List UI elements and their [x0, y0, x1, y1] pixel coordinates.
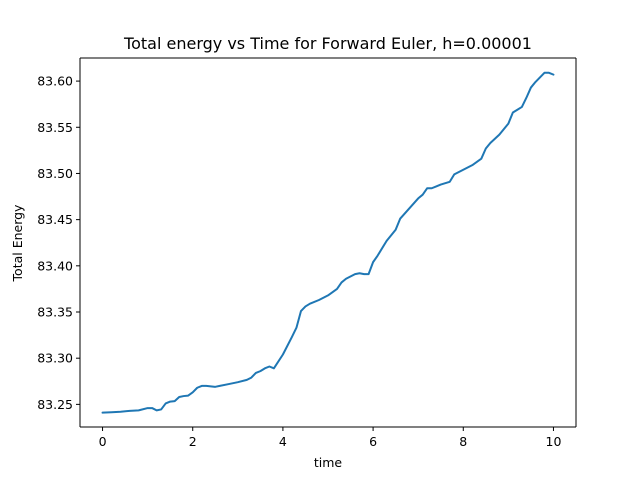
x-tick-label: 6 [369, 434, 377, 449]
y-tick-label: 83.40 [37, 258, 73, 273]
axes [79, 57, 577, 428]
x-tick-label: 4 [279, 434, 287, 449]
x-tick-label: 10 [546, 434, 562, 449]
x-axis-ticks: 0 2 4 6 8 10 [99, 427, 562, 449]
x-axis-label: time [314, 455, 343, 470]
chart-title: Total energy vs Time for Forward Euler, … [123, 34, 532, 53]
plot-area [80, 58, 576, 427]
y-tick-label: 83.50 [37, 166, 73, 181]
y-tick-label: 83.35 [37, 305, 73, 320]
y-tick-label: 83.30 [37, 351, 73, 366]
y-tick-label: 83.55 [37, 120, 73, 135]
series-line-0 [101, 71, 555, 414]
x-tick-label: 2 [189, 434, 197, 449]
y-tick-label: 83.25 [37, 397, 73, 412]
y-axis-ticks: 83.25 83.30 83.35 83.40 83.45 83.50 83.55 83.60 [37, 74, 80, 412]
y-tick-label: 83.60 [37, 74, 73, 89]
y-axis-label: Total Energy [10, 204, 25, 283]
x-tick-label: 0 [99, 434, 107, 449]
plot-background [80, 58, 576, 427]
x-tick-label: 8 [459, 434, 467, 449]
series-layer [101, 71, 555, 414]
y-tick-label: 83.45 [37, 212, 73, 227]
